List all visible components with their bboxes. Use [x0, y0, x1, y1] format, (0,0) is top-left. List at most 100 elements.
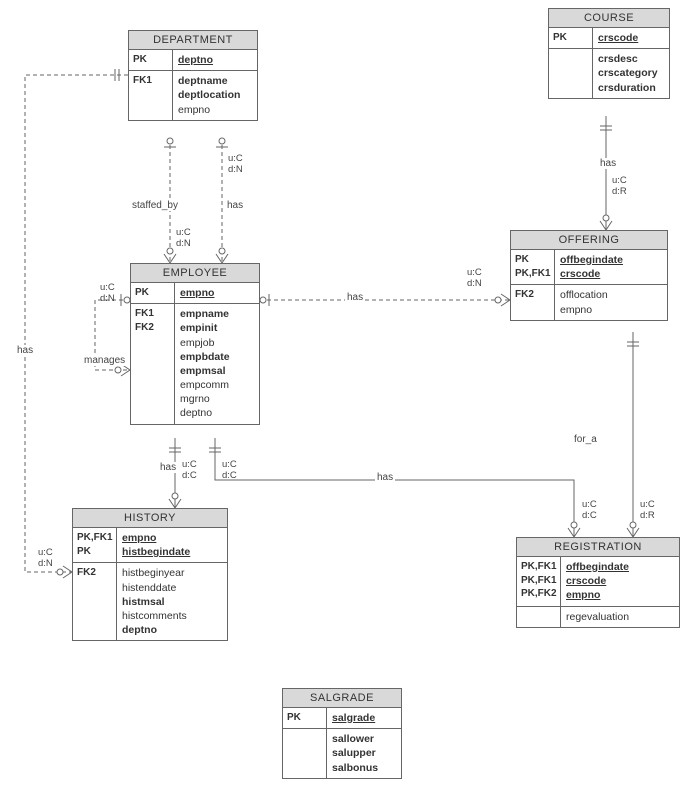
attr: deptno	[180, 406, 254, 420]
card-4: u:Cd:N	[467, 268, 482, 290]
key-col: PK	[549, 28, 593, 48]
key-col: PK	[131, 283, 175, 303]
card-3: u:Cd:N	[100, 283, 115, 305]
attr: offbegindate	[566, 560, 674, 574]
entity-section: PK salgrade	[283, 708, 401, 729]
attr: empno	[560, 303, 662, 317]
entity-section: PK,FK1PKempnohistbegindate	[73, 528, 227, 563]
label-for-a: for_a	[572, 434, 599, 445]
entity-section: PK,FK1PK,FK1PK,FK2offbegindatecrscodeemp…	[517, 557, 679, 607]
label-has-3: has	[598, 158, 618, 169]
edge-emp-has-history	[169, 438, 181, 508]
entity-section: FK1deptnamedeptlocationempno	[129, 71, 257, 120]
attr: empname	[180, 307, 254, 321]
entity-offering: OFFERINGPKPK,FK1offbegindatecrscodeFK2of…	[510, 230, 668, 321]
attr-col: offlocationempno	[555, 285, 667, 319]
attr-col: regevaluation	[561, 607, 679, 627]
key-col: PK,FK1PK,FK1PK,FK2	[517, 557, 561, 606]
attr-col: offbegindatecrscodeempno	[561, 557, 679, 606]
attr: crsduration	[598, 81, 664, 95]
attr-col: crsdesccrscategorycrsduration	[593, 49, 669, 98]
attr: sallower	[332, 732, 396, 746]
edge-emp-has-offering	[260, 294, 510, 306]
entity-employee: EMPLOYEEPKempnoFK1FK2empnameempinitempjo…	[130, 263, 260, 425]
label-has-2: has	[345, 292, 365, 303]
entity-title: DEPARTMENT	[129, 31, 257, 50]
key-col	[283, 729, 327, 778]
label-manages: manages	[82, 355, 127, 366]
attr: crsdesc	[598, 52, 664, 66]
card-8: u:Cd:C	[222, 460, 237, 482]
attr: crscategory	[598, 66, 664, 80]
label-has-4: has	[158, 462, 178, 473]
attr: offlocation	[560, 288, 662, 302]
attr: histmsal	[122, 595, 222, 609]
key-col: PKPK,FK1	[511, 250, 555, 284]
attr-col: deptno	[173, 50, 257, 70]
label-has-1: has	[225, 200, 245, 211]
attr: offbegindate	[560, 253, 662, 267]
attr: empcomm	[180, 378, 254, 392]
attr: histbegindate	[122, 545, 222, 559]
attr: salbonus	[332, 761, 396, 775]
entity-title: SALGRADE	[283, 689, 401, 708]
attr: histenddate	[122, 581, 222, 595]
entity-section: FK2histbeginyearhistenddatehistmsalhistc…	[73, 563, 227, 640]
entity-section: FK1FK2empnameempinitempjobempbdateempmsa…	[131, 304, 259, 423]
entity-course: COURSEPKcrscodecrsdesccrscategorycrsdura…	[548, 8, 670, 99]
attr: empinit	[180, 321, 254, 335]
attr-col: offbegindatecrscode	[555, 250, 667, 284]
attr: empno	[178, 103, 252, 117]
key-col	[517, 607, 561, 627]
entity-history: HISTORYPK,FK1PKempnohistbegindateFK2hist…	[72, 508, 228, 641]
entity-department: DEPARTMENTPKdeptnoFK1deptnamedeptlocatio…	[128, 30, 258, 121]
card-2: u:Cd:N	[176, 228, 191, 250]
edge-offering-for-registration	[627, 332, 639, 537]
entity-section: crsdesccrscategorycrsduration	[549, 49, 669, 98]
attr-col: crscode	[593, 28, 669, 48]
entity-section: FK2offlocationempno	[511, 285, 667, 319]
attr-col: empnohistbegindate	[117, 528, 227, 562]
edge-dept-has-history	[25, 69, 128, 578]
entity-title: HISTORY	[73, 509, 227, 528]
attr: regevaluation	[566, 610, 674, 624]
entity-section: PKdeptno	[129, 50, 257, 71]
card-6: u:Cd:R	[640, 500, 655, 522]
entity-section: PKPK,FK1offbegindatecrscode	[511, 250, 667, 285]
attr: empbdate	[180, 350, 254, 364]
label-staffed-by: staffed_by	[130, 200, 180, 211]
card-7: u:Cd:C	[182, 460, 197, 482]
attr: empjob	[180, 336, 254, 350]
attr: mgrno	[180, 392, 254, 406]
attr: empno	[566, 588, 674, 602]
entity-section: regevaluation	[517, 607, 679, 627]
entity-title: REGISTRATION	[517, 538, 679, 557]
attr: empno	[122, 531, 222, 545]
attr: salupper	[332, 746, 396, 760]
key-col: FK2	[73, 563, 117, 640]
attr-col: sallowersaluppersalbonus	[327, 729, 401, 778]
attr: empmsal	[180, 364, 254, 378]
attr: deptno	[122, 623, 222, 637]
entity-title: OFFERING	[511, 231, 667, 250]
card-1: u:Cd:N	[228, 154, 243, 176]
card-5: u:Cd:R	[612, 176, 627, 198]
entity-section: sallowersaluppersalbonus	[283, 729, 401, 778]
entity-registration: REGISTRATIONPK,FK1PK,FK1PK,FK2offbeginda…	[516, 537, 680, 628]
edge-course-has-offering	[600, 116, 612, 230]
edges-layer	[0, 0, 690, 803]
entity-section: PKempno	[131, 283, 259, 304]
key-col: PK	[283, 708, 327, 728]
attr: salgrade	[332, 711, 396, 725]
attr: deptno	[178, 53, 252, 67]
entity-salgrade: SALGRADEPK salgrade sallowersaluppersalbon…	[282, 688, 402, 779]
attr: histcomments	[122, 609, 222, 623]
attr: deptname	[178, 74, 252, 88]
label-has-6: has	[15, 345, 35, 356]
er-diagram-canvas: staffed_by has manages has has for_a has…	[0, 0, 690, 803]
attr-col: empnameempinitempjobempbdateempmsalempco…	[175, 304, 259, 423]
attr-col: deptnamedeptlocationempno	[173, 71, 257, 120]
attr-col: empno	[175, 283, 259, 303]
attr: deptlocation	[178, 88, 252, 102]
attr: crscode	[560, 267, 662, 281]
